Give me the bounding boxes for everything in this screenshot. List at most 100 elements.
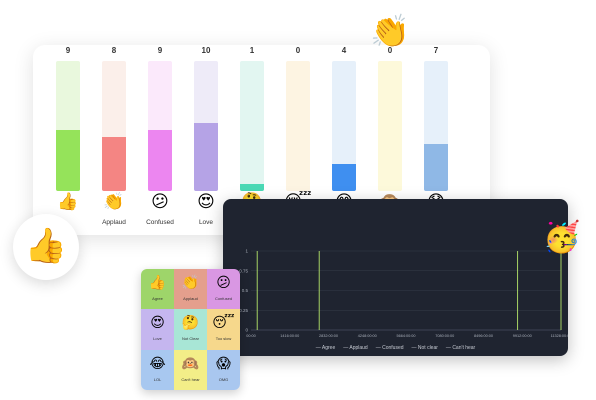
- party-face-icon: 🥳: [543, 220, 581, 255]
- emoji-grid-icon: 😂: [149, 355, 166, 372]
- reaction-bar-track: [148, 61, 172, 191]
- reactions-timeline-chart: 1 0.75 0.5 0.25 0 00:00 1416:00:00 2832:00:00 42…: [223, 199, 568, 356]
- legend-item[interactable]: — Confused: [376, 345, 404, 351]
- reaction-column-confused[interactable]: 9 😕 Confused: [137, 45, 183, 235]
- emoji-grid-cell[interactable]: 🙉 Can't hear: [174, 349, 207, 390]
- legend-item[interactable]: — Can't hear: [446, 345, 475, 351]
- x-tick-label: 11328:00:00: [551, 334, 568, 338]
- emoji-grid-cell[interactable]: 😕 Confused: [207, 269, 240, 310]
- emoji-grid-label: Can't hear: [181, 376, 200, 382]
- reaction-bar-fill: [56, 130, 80, 191]
- emoji-grid-label: LOL: [153, 376, 162, 382]
- reaction-bar-fill: [240, 184, 264, 191]
- emoji-grid-icon: 😱: [216, 355, 231, 372]
- emoji-grid-label: Love: [153, 336, 162, 342]
- reaction-bar-track: [332, 61, 356, 191]
- emoji-grid-cell[interactable]: 😍 Love: [141, 309, 174, 350]
- x-tick-label: 2832:00:00: [319, 334, 338, 338]
- reaction-count: 9: [157, 46, 163, 55]
- reaction-label: Love: [198, 219, 214, 226]
- x-tick-label: 5664:00:00: [396, 334, 415, 338]
- thumbs-up-icon: 👍: [24, 226, 68, 266]
- reaction-bar-track: [424, 61, 448, 191]
- emoji-grid-label: Too slow: [215, 336, 232, 342]
- x-tick-label: 8496:00:00: [474, 334, 493, 338]
- reaction-bar-track: [240, 61, 264, 191]
- y-tick-label: 0.75: [239, 268, 248, 273]
- reaction-emoji-icon: 👍: [57, 192, 79, 212]
- x-tick-label: 1416:00:00: [280, 334, 299, 338]
- emoji-grid-icon: 🤔: [181, 315, 200, 332]
- legend-label: Not clear: [417, 345, 438, 351]
- reaction-bar-fill: [194, 123, 218, 191]
- emoji-grid-card: 👍 Agree 👏 Applaud 😕 Confused 😍 Love 🤔 Not Clear 😴 T…: [141, 269, 240, 390]
- emoji-grid-label: OMG: [218, 376, 229, 382]
- legend-swatch: —: [445, 345, 453, 351]
- legend-item[interactable]: — Not clear: [412, 345, 438, 351]
- reaction-count: 1: [249, 46, 255, 55]
- legend-swatch: —: [343, 345, 350, 351]
- emoji-grid-icon: 😍: [150, 315, 165, 332]
- timeline-svg: 1 0.75 0.5 0.25 000:00 1416:00:00 2832:00:00 42…: [239, 249, 568, 339]
- reaction-bar-track: [286, 61, 310, 191]
- reaction-bar-track: [378, 61, 402, 191]
- thumbs-up-badge: 👍: [13, 214, 79, 280]
- reaction-emoji-icon: 😕: [151, 192, 169, 212]
- emoji-grid-cell[interactable]: 👏 Applaud: [174, 269, 207, 310]
- legend-swatch: —: [375, 345, 383, 351]
- emoji-grid-cell[interactable]: 😴 Too slow: [207, 309, 240, 350]
- x-tick-label: 00:00: [246, 334, 256, 338]
- reaction-bar-track: [102, 61, 126, 191]
- reaction-count: 0: [295, 46, 301, 55]
- legend-label: Can't hear: [452, 345, 476, 351]
- reaction-column-love[interactable]: 10 😍 Love: [183, 45, 229, 235]
- emoji-grid-cell[interactable]: 😂 LOL: [141, 349, 174, 390]
- chart-legend: — Agree — Applaud — Confused — Not clear — C…: [223, 345, 568, 351]
- reaction-column-agree[interactable]: 9 👍: [45, 45, 91, 235]
- emoji-grid-label: Not Clear: [182, 336, 199, 342]
- reaction-bar-fill: [148, 130, 172, 191]
- y-tick-label: 0.25: [239, 308, 248, 313]
- emoji-grid-icon: 👏: [181, 275, 200, 291]
- reaction-count: 10: [201, 46, 211, 55]
- emoji-grid-cell[interactable]: 👍 Agree: [141, 269, 174, 310]
- emoji-grid-label: Applaud: [183, 296, 198, 301]
- legend-item[interactable]: — Applaud: [343, 345, 367, 351]
- x-tick-label: 4248:00:00: [358, 334, 377, 338]
- clapping-hands-icon: 👏: [370, 12, 410, 50]
- y-tick-label: 0: [245, 328, 248, 333]
- reaction-count: 0: [387, 46, 393, 55]
- x-tick-label: 7080:00:00: [435, 334, 454, 338]
- reaction-count: 9: [65, 46, 71, 55]
- reaction-label: Applaud: [102, 219, 126, 226]
- y-tick-label: 1: [245, 249, 248, 254]
- reaction-emoji-icon: 👏: [103, 192, 125, 212]
- legend-label: Applaud: [349, 345, 368, 351]
- reaction-count: 4: [341, 46, 347, 55]
- reaction-bar-fill: [332, 163, 356, 191]
- legend-label: Confused: [382, 345, 404, 351]
- legend-swatch: —: [411, 345, 418, 351]
- x-tick-label: 9912:00:00: [513, 334, 532, 338]
- y-tick-label: 0.5: [242, 288, 249, 293]
- legend-swatch: —: [315, 345, 322, 351]
- reaction-column-applaud[interactable]: 8 👏 Applaud: [91, 45, 137, 235]
- emoji-grid-icon: 🙉: [181, 355, 200, 372]
- reaction-bar-fill: [102, 136, 126, 191]
- reaction-bar-track: [56, 61, 80, 191]
- legend-label: Agree: [321, 345, 336, 351]
- reaction-bar-track: [194, 61, 218, 191]
- emoji-grid-label: Confused: [214, 296, 233, 301]
- reaction-emoji-icon: 😍: [197, 192, 215, 212]
- reaction-count: 7: [433, 46, 439, 55]
- reaction-count: 8: [111, 46, 117, 55]
- emoji-grid-icon: 👍: [148, 275, 167, 291]
- emoji-grid-icon: 😴: [212, 315, 235, 332]
- reaction-bar-fill: [424, 143, 448, 191]
- emoji-grid-cell[interactable]: 😱 OMG: [207, 349, 240, 390]
- legend-item[interactable]: — Agree: [316, 345, 335, 351]
- reaction-label: Confused: [146, 219, 174, 226]
- emoji-grid-cell[interactable]: 🤔 Not Clear: [174, 309, 207, 350]
- emoji-grid-label: Agree: [152, 296, 163, 301]
